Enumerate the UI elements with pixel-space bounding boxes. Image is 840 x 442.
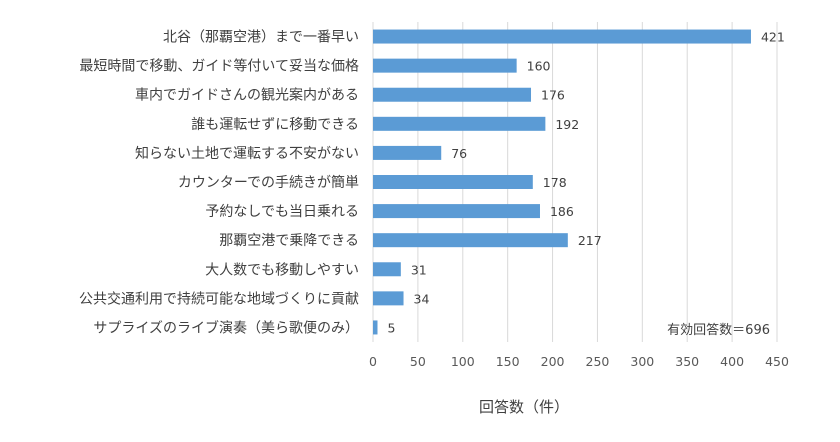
- bar: [373, 291, 404, 306]
- category-label: 那覇空港で乗降できる: [219, 233, 359, 249]
- bar: [373, 58, 517, 73]
- bar: [373, 204, 540, 219]
- x-tick-label: 200: [541, 354, 565, 369]
- data-label: 176: [541, 88, 565, 103]
- x-tick-label: 300: [630, 354, 654, 369]
- bar: [373, 145, 442, 160]
- data-label: 192: [555, 117, 579, 132]
- bar: [373, 29, 751, 44]
- data-label: 217: [578, 233, 602, 248]
- category-label: 予約なしでも当日乗れる: [205, 204, 359, 220]
- x-tick-label: 250: [586, 354, 610, 369]
- x-tick-label: 400: [720, 354, 744, 369]
- bar: [373, 233, 568, 248]
- data-label: 160: [527, 59, 551, 74]
- x-axis-title: 回答数（件）: [479, 398, 569, 416]
- data-label: 186: [550, 204, 574, 219]
- data-label: 5: [387, 320, 395, 335]
- bar: [373, 262, 401, 277]
- bars: [373, 29, 751, 335]
- category-label: 誰も運転せずに移動できる: [191, 117, 359, 133]
- data-label: 178: [543, 175, 567, 190]
- x-tick-label: 100: [451, 354, 475, 369]
- x-tick-label: 150: [496, 354, 520, 369]
- category-label: カウンターでの手続きが簡単: [178, 174, 359, 191]
- data-label: 34: [414, 291, 430, 306]
- total-responses-note: 有効回答数＝696: [667, 322, 770, 338]
- gridlines: [372, 22, 778, 342]
- bar: [373, 175, 533, 189]
- data-label: 421: [761, 30, 785, 45]
- labels: 0 50 100 150 200 250 300 350 400 450 北谷（那覇空港）まで一番早…: [79, 30, 789, 369]
- bar: [373, 116, 546, 131]
- x-tick-label: 350: [675, 354, 699, 369]
- x-tick-label: 0: [369, 354, 377, 369]
- data-label: 31: [411, 262, 427, 277]
- category-label: 知らない土地で運転する不安がない: [135, 145, 359, 162]
- data-label: 76: [451, 146, 467, 161]
- category-label: 大人数でも移動しやすい: [205, 262, 359, 278]
- category-label: 最短時間で移動、ガイド等付いて妥当な価格: [79, 58, 359, 75]
- bar: [373, 320, 378, 335]
- category-label: 公共交通利用で持続可能な地域づくりに貢献: [79, 290, 359, 307]
- category-label: 車内でガイドさんの観光案内がある: [135, 87, 359, 104]
- x-tick-label: 450: [765, 354, 789, 369]
- category-label: 北谷（那覇空港）まで一番早い: [163, 30, 359, 46]
- bar: [373, 87, 532, 102]
- x-tick-label: 50: [410, 354, 426, 369]
- category-label: サプライズのライブ演奏（美ら歌便のみ）: [93, 319, 359, 336]
